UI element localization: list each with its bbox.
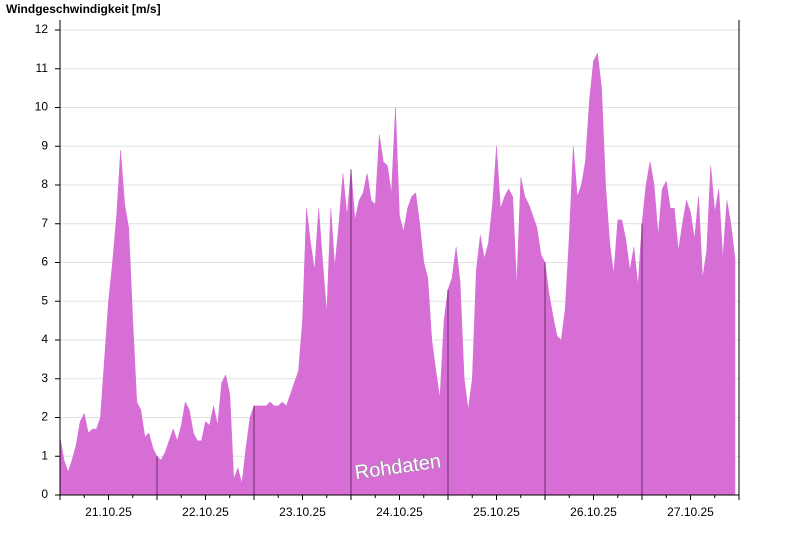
x-tick-label: 25.10.25 xyxy=(473,505,520,519)
x-tick-label: 21.10.25 xyxy=(85,505,132,519)
y-tick-label: 10 xyxy=(35,100,49,114)
x-tick-label: 24.10.25 xyxy=(376,505,423,519)
x-tick-label: 23.10.25 xyxy=(279,505,326,519)
y-tick-label: 2 xyxy=(41,410,48,424)
x-tick-label: 26.10.25 xyxy=(570,505,617,519)
x-tick-label: 22.10.25 xyxy=(182,505,229,519)
y-tick-label: 1 xyxy=(41,448,48,462)
y-tick-label: 9 xyxy=(41,138,48,152)
y-tick-label: 5 xyxy=(41,293,48,307)
wind-area xyxy=(59,52,736,496)
x-tick-label: 27.10.25 xyxy=(667,505,714,519)
y-tick-label: 7 xyxy=(41,216,48,230)
y-tick-label: 4 xyxy=(41,332,48,346)
y-tick-label: 8 xyxy=(41,177,48,191)
y-tick-label: 12 xyxy=(35,22,49,36)
y-tick-label: 0 xyxy=(41,487,48,501)
chart-title: Windgeschwindigkeit [m/s] xyxy=(6,2,161,16)
y-tick-label: 11 xyxy=(36,61,49,75)
y-tick-label: 3 xyxy=(41,371,48,385)
y-tick-label: 6 xyxy=(41,255,48,269)
